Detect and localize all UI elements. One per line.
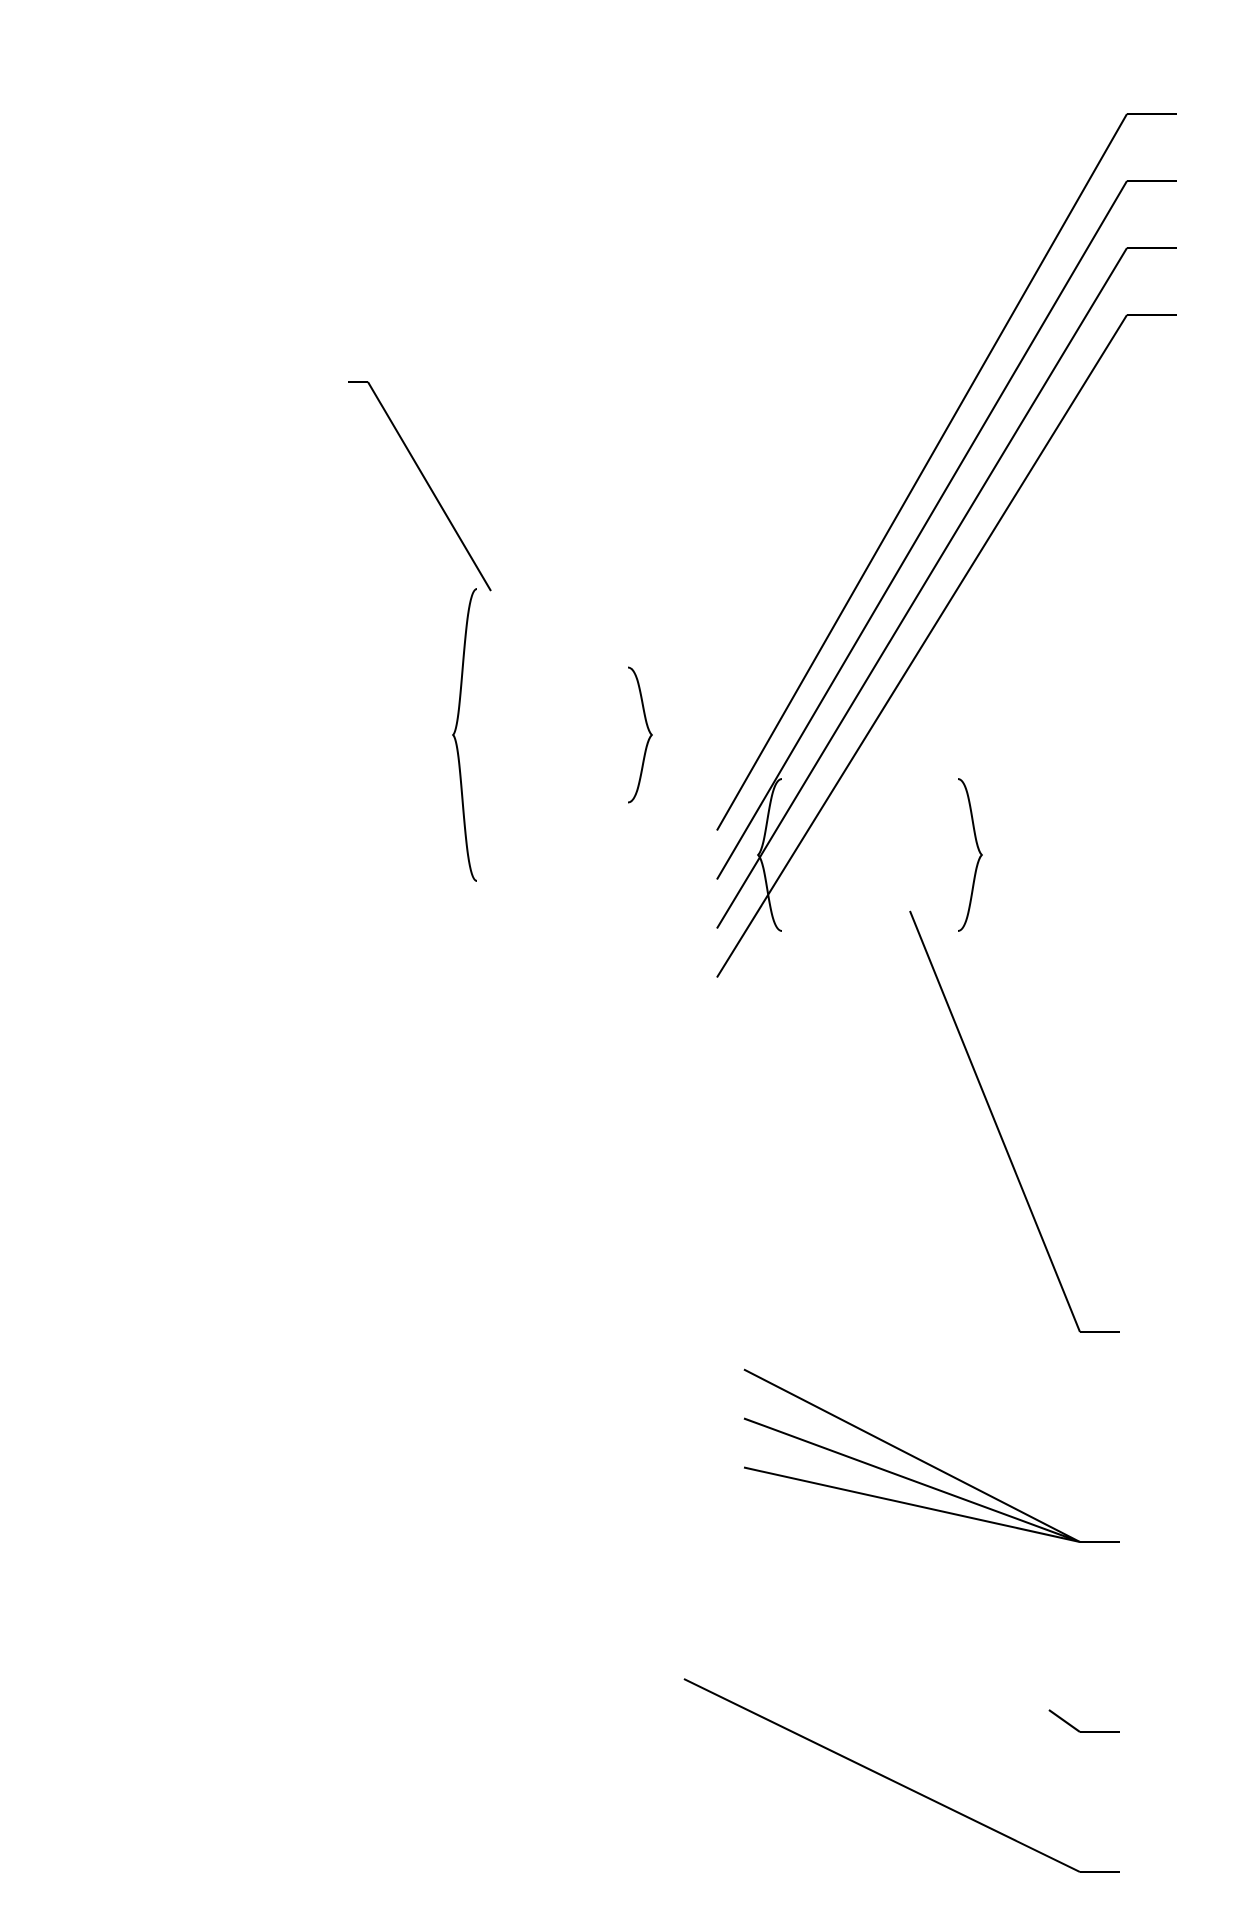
- leader-200: [1049, 1710, 1080, 1732]
- figure-svg: [0, 0, 1240, 1906]
- leader-208-2: [744, 1468, 1080, 1543]
- leader-208d: [717, 315, 1127, 978]
- leader-208a: [717, 114, 1127, 831]
- leader-205: [910, 911, 1080, 1332]
- leader-208-1: [744, 1419, 1080, 1543]
- figure-canvas: [0, 0, 1240, 1906]
- leader-208b: [717, 181, 1127, 880]
- leader-206: [684, 1679, 1080, 1872]
- brace-L2: [958, 779, 982, 931]
- brace-W1: [628, 668, 652, 803]
- leader-208c: [717, 248, 1127, 929]
- leader-202: [368, 382, 491, 591]
- leader-208-0: [744, 1370, 1080, 1543]
- brace-L1: [453, 589, 477, 881]
